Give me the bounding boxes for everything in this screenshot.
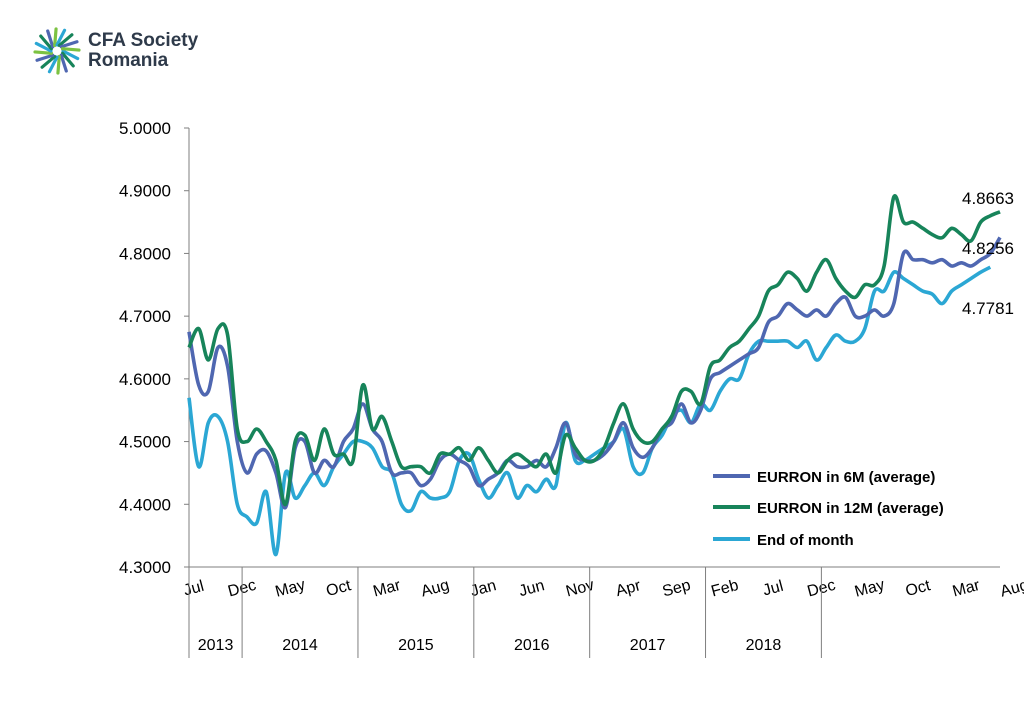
logo-ray [46,29,55,49]
x-tick-label: Sep [661,577,693,601]
logo-ray [55,28,67,47]
y-tick-label: 4.9000 [119,182,171,201]
cfa-society-starburst-logo-icon [33,27,81,75]
logo-ray [39,34,54,51]
x-tick-label: Aug [999,577,1024,601]
logo-ray [61,49,80,61]
logo: CFA Society Romania [32,26,222,78]
logo-ray [59,53,68,73]
x-tick-label: Apr [614,577,643,600]
logo-ray [57,33,74,48]
x-tick-label: Aug [419,577,451,601]
year-label: 2017 [630,637,666,654]
x-tick-label: Jul [182,578,206,600]
x-tick-label: Jun [517,577,546,600]
y-tick-label: 4.3000 [119,558,171,577]
logo-ray [60,51,75,68]
y-tick-label: 4.7000 [119,307,171,326]
logo-ray [35,53,55,62]
logo-ray [47,55,59,74]
logo-ray [34,41,53,53]
legend-label: End of month [757,532,854,549]
brand-name-line1: CFA Society [88,30,199,51]
year-label: 2018 [746,637,782,654]
x-tick-label: May [274,577,308,601]
y-tick-label: 5.0000 [119,119,171,138]
brand-name-line2: Romania [88,50,169,71]
legend: EURRON in 6M (average) EURRON in 12M (ave… [713,469,944,549]
logo-ray [33,50,54,55]
series-end-labels: 4.8256 4.8663 4.7781 [962,189,1014,318]
series-end-label: 4.8663 [962,189,1014,208]
y-axis: 4.3000 4.4000 4.5000 4.6000 4.7000 4.8000 4.90… [119,119,190,577]
x-tick-label: Feb [709,577,740,601]
x-tick-label: Mar [371,577,403,601]
y-tick-label: 4.6000 [119,370,171,389]
x-tick-label: Jul [761,578,785,600]
year-label: 2016 [514,637,550,654]
x-tick-label: May [853,577,887,601]
legend-label: EURRON in 6M (average) [757,469,935,486]
x-tick-label: Oct [324,577,353,600]
y-tick-label: 4.5000 [119,433,171,452]
year-label: 2015 [398,637,434,654]
x-tick-label: Mar [951,577,983,601]
x-tick-label: Nov [564,577,596,601]
legend-label: EURRON in 12M (average) [757,500,944,517]
logo-ray [60,47,81,52]
year-label: 2013 [198,637,234,654]
x-tick-label: Oct [904,577,933,600]
x-tick-label: Jan [469,577,498,600]
logo-ray [53,27,58,48]
y-tick-label: 4.4000 [119,495,171,514]
series-layer [187,194,1002,557]
y-tick-label: 4.8000 [119,244,171,263]
year-label: 2014 [282,637,318,654]
series-line-eurron-12m [187,194,1001,507]
logo-ray [56,54,61,75]
logo-ray [59,40,79,49]
series-end-label: 4.7781 [962,299,1014,318]
logo-ray [40,54,57,69]
series-end-label: 4.8256 [962,239,1014,258]
x-axis: Jul Dec May Oct Mar Aug Jan Jun Nov Apr Sep Feb Jul D… [182,566,1024,658]
